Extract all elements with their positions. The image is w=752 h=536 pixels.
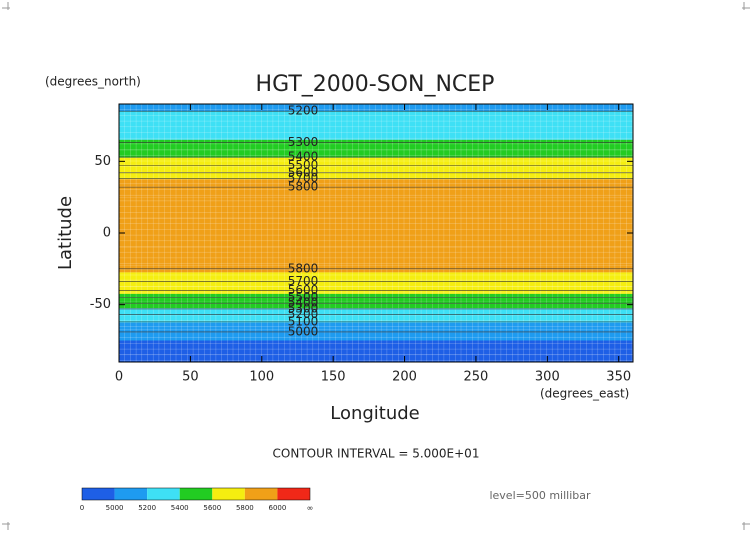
- height-band: [119, 139, 633, 151]
- height-band: [119, 322, 633, 330]
- colorbar-box: [179, 488, 213, 500]
- contour-label: 5600: [288, 283, 319, 297]
- y-tick-label: 50: [94, 154, 111, 169]
- contour-label: 5500: [288, 290, 319, 304]
- height-band: [119, 111, 633, 126]
- height-band: [119, 301, 633, 309]
- height-band: [119, 329, 633, 341]
- contour-label: 5600: [288, 165, 319, 179]
- x-tick-label: 50: [182, 370, 199, 385]
- plot-area: 5200530054005500560057005800580057005600…: [118, 104, 633, 362]
- contour-label: 5100: [288, 314, 319, 328]
- colorbar-label: ∞: [307, 504, 314, 513]
- contour-label: 5200: [288, 307, 319, 321]
- contour-label: 5700: [288, 274, 319, 288]
- contour-label: 5300: [288, 301, 319, 315]
- x-tick-label: 300: [535, 370, 560, 385]
- y-tick-label: 0: [103, 226, 111, 241]
- height-band: [119, 150, 633, 158]
- level-text: level=500 millibar: [489, 489, 591, 502]
- colorbar-label: 5800: [236, 504, 254, 512]
- height-band: [119, 218, 633, 248]
- contour-label: 5400: [288, 150, 319, 164]
- x-tick-label: 350: [606, 370, 631, 385]
- x-unit: (degrees_east): [540, 387, 629, 401]
- contour-label: 5400: [288, 296, 319, 310]
- height-band: [119, 104, 633, 112]
- height-band: [119, 197, 633, 219]
- height-band: [119, 172, 633, 180]
- colorbar-box: [277, 488, 310, 500]
- colorbar-box: [212, 488, 245, 500]
- height-band: [119, 179, 633, 187]
- colorbar-label: 5400: [171, 504, 189, 512]
- height-band: [119, 340, 633, 355]
- y-unit: (degrees_north): [45, 75, 141, 89]
- height-band: [119, 125, 633, 140]
- colorbar-box: [114, 488, 148, 500]
- x-tick-label: 200: [392, 370, 417, 385]
- contour-label: 5500: [288, 158, 319, 172]
- y-tick-label: -50: [90, 297, 111, 312]
- height-band: [119, 315, 633, 323]
- x-axis-label: Longitude: [330, 403, 420, 424]
- colorbar-label: 5000: [106, 504, 124, 512]
- height-band: [119, 186, 633, 198]
- contour-interval: CONTOUR INTERVAL = 5.000E+01: [273, 447, 480, 461]
- colorbar-box: [82, 488, 115, 500]
- chart-title: HGT_2000-SON_NCEP: [256, 72, 495, 97]
- height-band: [119, 164, 633, 173]
- x-tick-label: 250: [464, 370, 489, 385]
- colorbar-box: [147, 488, 180, 500]
- colorbar-label: 0: [80, 504, 84, 512]
- contour-label: 5200: [288, 104, 319, 118]
- colorbar-label: 5200: [138, 504, 156, 512]
- colorbar-label: 5600: [203, 504, 221, 512]
- x-tick-label: 0: [115, 370, 123, 385]
- colorbar-frame: [81, 487, 311, 501]
- contour-label: 5000: [288, 324, 319, 338]
- contour-label: 5700: [288, 171, 319, 185]
- contour-label: 5300: [288, 135, 319, 149]
- colorbar-box: [244, 488, 278, 500]
- height-band: [119, 157, 633, 165]
- x-tick-label: 100: [249, 370, 274, 385]
- height-band: [119, 272, 633, 280]
- height-band: [119, 279, 633, 287]
- colorbar-label: 6000: [269, 504, 287, 512]
- height-band: [119, 308, 633, 316]
- corner-marks: [2, 2, 750, 530]
- contour-label: 5800: [288, 261, 319, 275]
- contour-label: 5800: [288, 180, 319, 194]
- height-band: [119, 354, 633, 362]
- y-axis-label: Latitude: [55, 196, 76, 270]
- height-band: [119, 247, 633, 266]
- x-tick-label: 150: [321, 370, 346, 385]
